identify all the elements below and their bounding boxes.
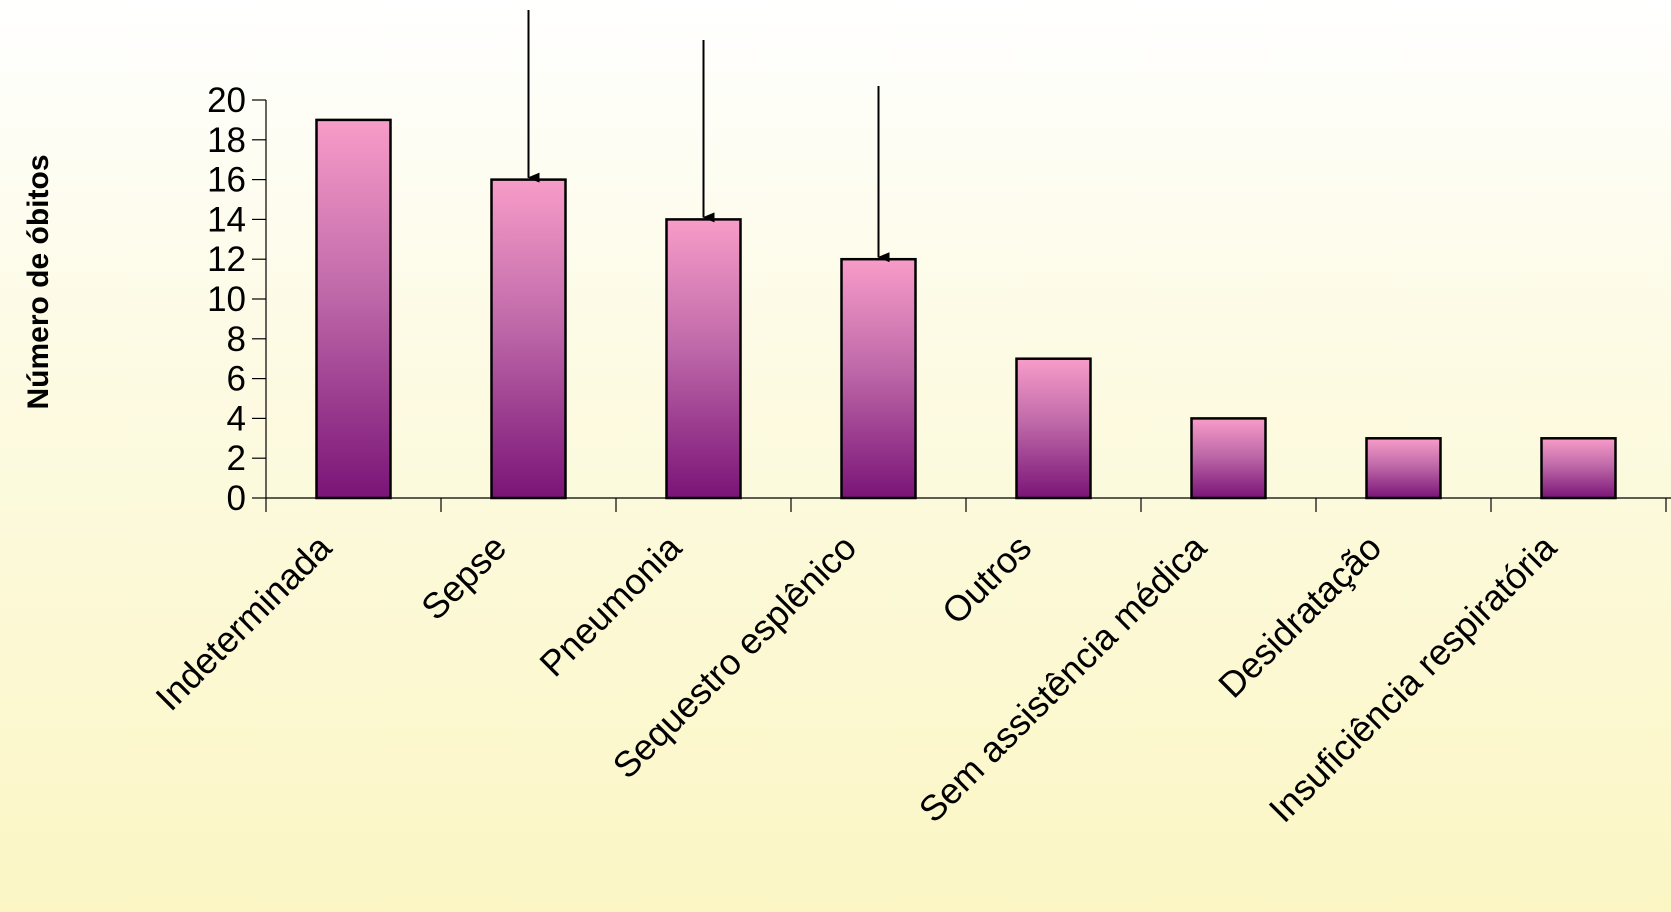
x-category-label: Insuficiência respiratória	[1261, 526, 1565, 830]
y-tick-label: 18	[207, 121, 246, 160]
bar	[490, 178, 567, 500]
y-tick-label: 4	[227, 399, 246, 438]
bar	[1015, 357, 1092, 500]
bars	[315, 118, 1617, 500]
x-category-label: Indeterminada	[147, 526, 339, 718]
bar	[1190, 417, 1267, 500]
bar	[1365, 437, 1442, 500]
x-category-label: Pneumonia	[531, 526, 689, 684]
bar	[665, 218, 742, 500]
y-tick-label: 2	[227, 439, 246, 478]
bar	[840, 257, 917, 500]
y-tick-label: 12	[207, 240, 246, 279]
x-category-label: Sepse	[413, 527, 514, 628]
y-tick-label: 14	[207, 200, 246, 239]
x-category-label: Outros	[934, 527, 1039, 632]
y-tick-label: 8	[227, 320, 246, 359]
arrow-annotations	[527, 10, 890, 263]
y-tick-label: 20	[207, 81, 246, 120]
x-axis	[265, 497, 1671, 512]
y-axis-label: Número de óbitos	[22, 154, 55, 409]
y-tick-label: 6	[227, 360, 246, 399]
bar	[315, 118, 392, 500]
y-tick-label: 16	[207, 161, 246, 200]
x-category-label: Desidratação	[1210, 527, 1389, 706]
y-tick-label: 0	[227, 479, 246, 518]
x-category-label: Sem assistência médica	[911, 526, 1215, 830]
bar	[1540, 437, 1617, 500]
y-tick-label: 10	[207, 280, 246, 319]
